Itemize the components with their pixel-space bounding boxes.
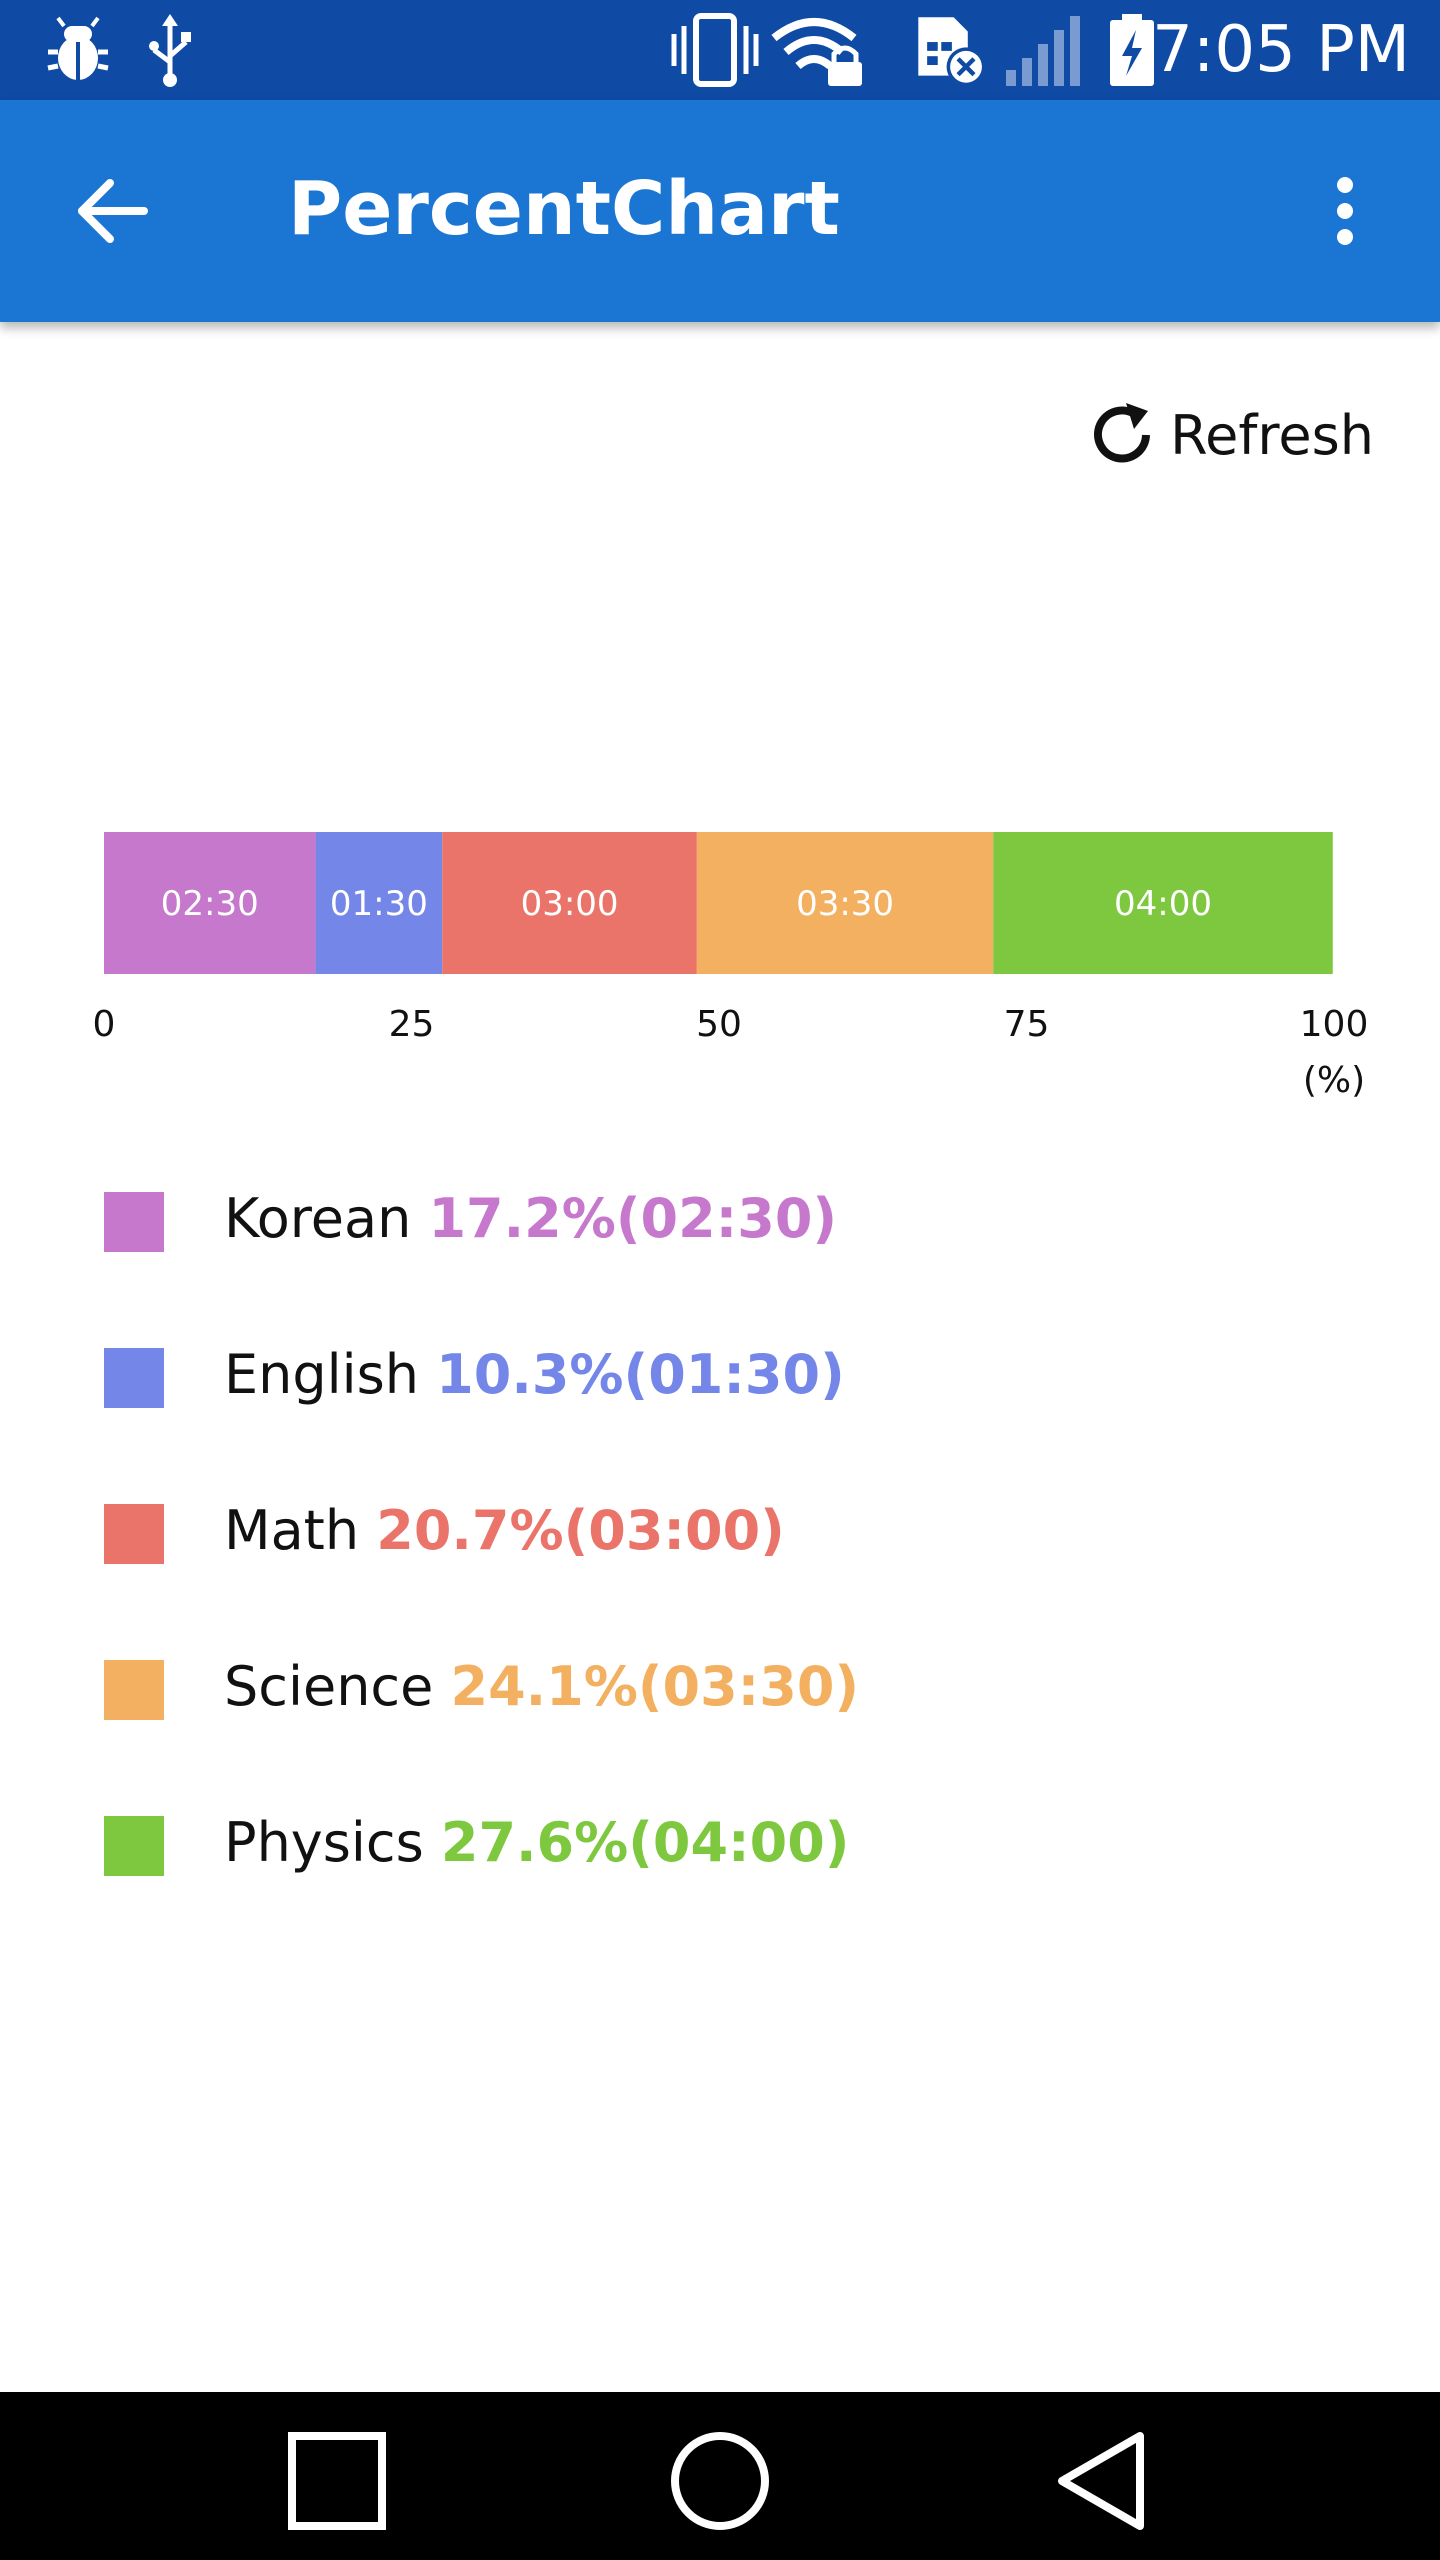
chart-x-tick-label: 0 xyxy=(93,1004,116,1045)
legend-item-math: Math 20.7%(03:00) xyxy=(0,1482,1440,1572)
legend-swatch xyxy=(104,1192,164,1252)
navigation-bar xyxy=(0,2392,1440,2560)
chart-bar-segment-physics xyxy=(993,832,1333,974)
back-button[interactable] xyxy=(60,166,170,256)
chart-x-unit-label: (%) xyxy=(1303,1060,1365,1101)
legend-value: 20.7%(03:00) xyxy=(376,1499,785,1562)
legend-swatch xyxy=(104,1660,164,1720)
sim-error-icon xyxy=(918,17,986,87)
home-circle-icon xyxy=(671,2432,769,2530)
chart-x-tick-label: 100 xyxy=(1300,1004,1369,1045)
legend-item-korean: Korean 17.2%(02:30) xyxy=(0,1170,1440,1260)
legend-text: Physics 27.6%(04:00) xyxy=(224,1808,849,1878)
status-bar: 7:05 PM xyxy=(0,0,1440,100)
legend-name: Korean xyxy=(224,1187,412,1250)
app-bar: PercentChart xyxy=(0,100,1440,322)
battery-charging-icon xyxy=(1110,14,1154,86)
status-time: 7:05 PM xyxy=(1152,13,1410,87)
legend-text: English 10.3%(01:30) xyxy=(224,1340,845,1410)
back-triangle-icon xyxy=(1058,2432,1144,2530)
legend-text: Math 20.7%(03:00) xyxy=(224,1496,785,1566)
chart-bar-segment-science xyxy=(696,832,994,974)
chart-bar-segment-korean xyxy=(104,832,316,974)
legend-swatch xyxy=(104,1504,164,1564)
arrow-back-icon xyxy=(78,179,148,243)
vibrate-icon xyxy=(671,13,759,87)
recents-button[interactable] xyxy=(282,2426,392,2536)
legend-item-science: Science 24.1%(03:30) xyxy=(0,1638,1440,1728)
home-button[interactable] xyxy=(665,2426,775,2536)
legend-swatch xyxy=(104,1348,164,1408)
wifi-lock-icon xyxy=(771,18,862,86)
chart-bar-segment-math xyxy=(442,832,697,974)
legend-text: Korean 17.2%(02:30) xyxy=(224,1184,837,1254)
refresh-label: Refresh xyxy=(1170,403,1374,467)
legend-value: 27.6%(04:00) xyxy=(440,1811,850,1874)
legend-name: Physics xyxy=(224,1811,424,1874)
refresh-icon xyxy=(1094,403,1151,463)
chart-x-tick-label: 25 xyxy=(389,1004,435,1045)
legend-item-physics: Physics 27.6%(04:00) xyxy=(0,1794,1440,1884)
usb-icon xyxy=(149,14,191,87)
page-title: PercentChart xyxy=(288,166,840,252)
recents-square-icon xyxy=(288,2432,386,2530)
chart-segment-label: 03:00 xyxy=(521,884,619,924)
legend-name: English xyxy=(224,1343,419,1406)
legend-item-english: English 10.3%(01:30) xyxy=(0,1326,1440,1416)
chart-segment-label: 02:30 xyxy=(161,884,259,924)
chart-x-tick-label: 75 xyxy=(1004,1004,1050,1045)
system-back-button[interactable] xyxy=(1048,2426,1158,2536)
more-vert-icon xyxy=(1337,177,1353,245)
refresh-button[interactable]: Refresh xyxy=(1086,390,1374,480)
legend-value: 17.2%(02:30) xyxy=(428,1187,838,1250)
chart-segment-label: 01:30 xyxy=(330,884,428,924)
legend-name: Science xyxy=(224,1655,434,1718)
overflow-menu-button[interactable] xyxy=(1300,166,1390,256)
legend-text: Science 24.1%(03:30) xyxy=(224,1652,859,1722)
legend-name: Math xyxy=(224,1499,360,1562)
chart-segment-label: 03:30 xyxy=(796,884,894,924)
legend-value: 24.1%(03:30) xyxy=(450,1655,860,1718)
debug-bug-icon xyxy=(47,16,109,80)
signal-icon xyxy=(1006,16,1080,86)
legend-swatch xyxy=(104,1816,164,1876)
legend-value: 10.3%(01:30) xyxy=(436,1343,845,1406)
chart-bar-segment-english xyxy=(315,832,443,974)
chart-segment-label: 04:00 xyxy=(1114,884,1212,924)
percent-chart: 02:30 01:30 03:00 03:30 04:00 0 25 50 75 100 (%) xyxy=(93,832,1369,1101)
chart-x-tick-label: 50 xyxy=(696,1004,742,1045)
